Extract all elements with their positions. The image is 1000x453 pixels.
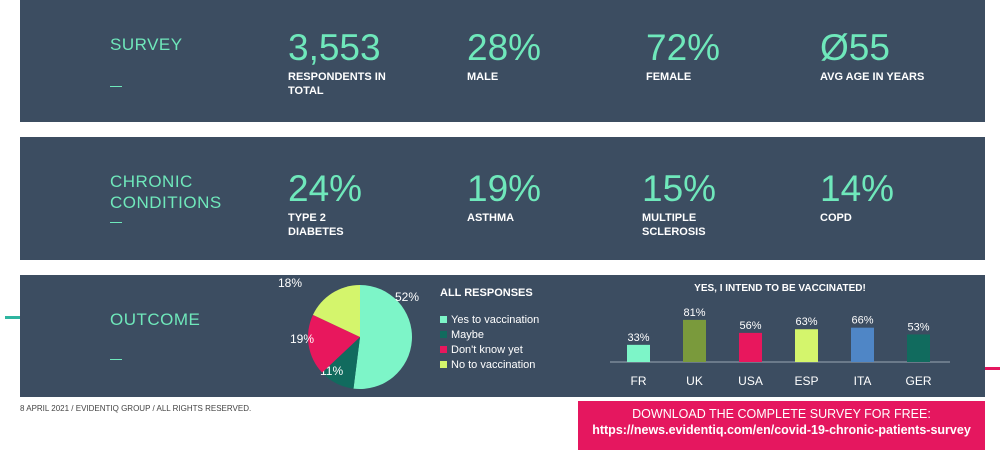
bar-usa bbox=[739, 332, 762, 362]
bar-chart: YES, I INTEND TO BE VACCINATED! 33% FR 81% U… bbox=[610, 283, 950, 388]
bar-category-label: ESP bbox=[794, 374, 818, 388]
pie-slice bbox=[353, 285, 412, 389]
bar-category-label: FR bbox=[631, 374, 647, 388]
legend-swatch bbox=[440, 331, 447, 338]
outcome-panel: OUTCOME 52% 11% 19% 18% ALL RESPONSES Yes t… bbox=[20, 275, 985, 397]
legend-item: Yes to vaccination bbox=[440, 313, 539, 328]
legend-item: Maybe bbox=[440, 328, 539, 343]
pie-title: ALL RESPONSES bbox=[440, 287, 533, 299]
bar-category-label: GER bbox=[905, 374, 931, 388]
bar-category-label: USA bbox=[738, 374, 763, 388]
bar-value-label: 33% bbox=[627, 332, 649, 344]
legend-item: No to vaccination bbox=[440, 358, 539, 373]
download-text: DOWNLOAD THE COMPLETE SURVEY FOR FREE: bbox=[632, 407, 931, 421]
pie-chart: 52%11%19%18% bbox=[278, 276, 419, 389]
legend-swatch bbox=[440, 316, 447, 323]
stat-respondents: 3,553 RESPONDENTS IN TOTAL bbox=[288, 27, 386, 98]
legend-swatch bbox=[440, 361, 447, 368]
legend-item: Don't know yet bbox=[440, 343, 539, 358]
legend-label: Yes to vaccination bbox=[451, 314, 540, 326]
stat-asthma: 19% ASTHMA bbox=[467, 168, 542, 225]
chronic-panel: CHRONIC CONDITIONS 24% TYPE 2 DIABETES 19%… bbox=[20, 137, 985, 260]
bar-value-label: 66% bbox=[851, 315, 873, 327]
pie-slice bbox=[312, 285, 360, 337]
bar-ger bbox=[907, 334, 930, 362]
footer-text: 8 APRIL 2021 / EVIDENTIQ GROUP / ALL RIG… bbox=[20, 404, 252, 413]
download-link[interactable]: https://news.evidentiq.com/en/covid-19-c… bbox=[592, 423, 971, 437]
outcome-label: OUTCOME bbox=[110, 310, 201, 329]
pie-label: 19% bbox=[290, 332, 314, 346]
stat-copd: 14% COPD bbox=[820, 168, 895, 225]
pie-label: 52% bbox=[395, 290, 419, 304]
survey-label: SURVEY bbox=[110, 35, 183, 54]
survey-panel: SURVEY 3,553 RESPONDENTS IN TOTAL 28% MALE… bbox=[20, 0, 985, 122]
dash bbox=[110, 222, 122, 223]
pie-legend: ALL RESPONSES Yes to vaccination Maybe Don… bbox=[440, 287, 539, 373]
bar-value-label: 56% bbox=[739, 320, 761, 332]
bar-value-label: 63% bbox=[795, 316, 817, 328]
dash bbox=[110, 359, 122, 360]
bar-value-label: 81% bbox=[683, 307, 705, 319]
pie-slice bbox=[322, 337, 360, 389]
bar-uk bbox=[683, 319, 706, 362]
pie-slice bbox=[308, 314, 360, 373]
dash bbox=[110, 86, 122, 87]
bar-esp bbox=[795, 329, 818, 362]
legend-label: Maybe bbox=[451, 329, 485, 341]
bar-fr bbox=[627, 344, 650, 362]
legend-label: Don't know yet bbox=[451, 344, 523, 356]
stat-female: 72% FEMALE bbox=[646, 27, 721, 84]
stat-ms: 15% MULTIPLE SCLEROSIS bbox=[642, 168, 717, 239]
bar-title: YES, I INTEND TO BE VACCINATED! bbox=[694, 283, 866, 294]
bar-category-label: UK bbox=[686, 374, 703, 388]
legend-swatch bbox=[440, 346, 447, 353]
bar-category-label: ITA bbox=[854, 374, 872, 388]
bar-ita bbox=[851, 327, 874, 362]
legend-label: No to vaccination bbox=[451, 359, 536, 371]
stat-diabetes: 24% TYPE 2 DIABETES bbox=[288, 168, 363, 239]
chronic-label: CHRONIC CONDITIONS bbox=[110, 172, 222, 212]
bar-value-label: 53% bbox=[907, 321, 929, 333]
pie-label: 18% bbox=[278, 276, 302, 290]
stat-age: Ø55 AVG AGE IN YEARS bbox=[820, 27, 925, 84]
stat-male: 28% MALE bbox=[467, 27, 542, 84]
download-banner[interactable]: DOWNLOAD THE COMPLETE SURVEY FOR FREE: h… bbox=[578, 401, 985, 450]
